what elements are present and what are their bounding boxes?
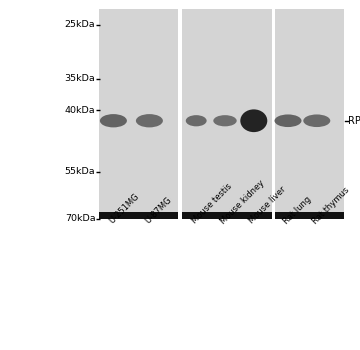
Text: U-251MG: U-251MG bbox=[107, 192, 141, 226]
Ellipse shape bbox=[186, 115, 207, 126]
Ellipse shape bbox=[275, 114, 302, 127]
Text: RPP40: RPP40 bbox=[348, 116, 360, 126]
Ellipse shape bbox=[303, 114, 330, 127]
Ellipse shape bbox=[136, 114, 163, 127]
Text: U-87MG: U-87MG bbox=[143, 196, 173, 226]
Bar bbox=[99, 9, 178, 219]
Ellipse shape bbox=[240, 109, 267, 132]
Text: 35kDa: 35kDa bbox=[65, 74, 95, 83]
Text: Mouse testis: Mouse testis bbox=[190, 182, 234, 226]
Text: 40kDa: 40kDa bbox=[65, 106, 95, 115]
Text: Mouse liver: Mouse liver bbox=[247, 185, 288, 226]
Ellipse shape bbox=[100, 114, 127, 127]
Text: Rat thymus: Rat thymus bbox=[310, 185, 351, 226]
Bar bbox=[182, 9, 272, 219]
Ellipse shape bbox=[213, 115, 237, 126]
Text: Mouse kidney: Mouse kidney bbox=[219, 178, 266, 226]
Text: 55kDa: 55kDa bbox=[65, 167, 95, 176]
Text: 70kDa: 70kDa bbox=[65, 214, 95, 223]
Bar bbox=[275, 9, 344, 219]
Text: Rat lung: Rat lung bbox=[282, 195, 313, 226]
Text: 25kDa: 25kDa bbox=[65, 20, 95, 29]
Bar bbox=[275, 212, 344, 219]
Bar bbox=[99, 212, 178, 219]
Bar bbox=[182, 212, 272, 219]
